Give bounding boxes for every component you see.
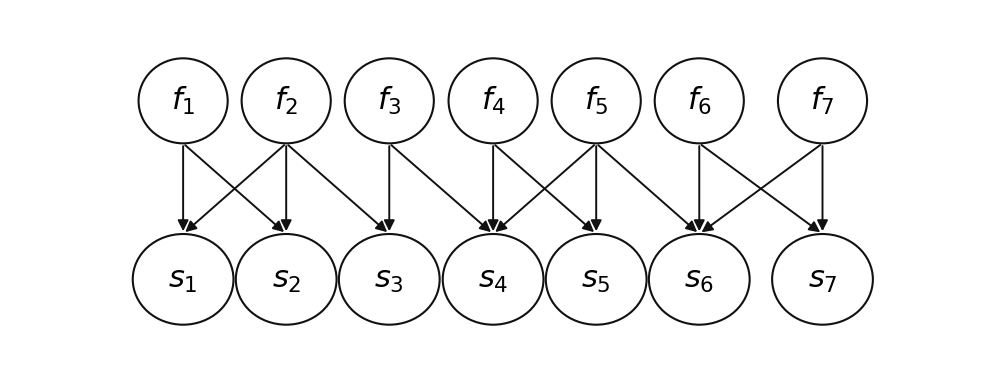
Ellipse shape — [236, 234, 337, 325]
Ellipse shape — [242, 58, 331, 144]
Text: $s_7$: $s_7$ — [808, 264, 837, 295]
Ellipse shape — [552, 58, 641, 144]
Ellipse shape — [339, 234, 440, 325]
Text: $f_4$: $f_4$ — [481, 85, 506, 117]
Text: $s_2$: $s_2$ — [272, 264, 301, 295]
Text: $f_7$: $f_7$ — [810, 85, 835, 117]
Text: $s_1$: $s_1$ — [168, 264, 198, 295]
Ellipse shape — [345, 58, 434, 144]
Text: $s_4$: $s_4$ — [478, 264, 508, 295]
Ellipse shape — [449, 58, 538, 144]
Text: $f_2$: $f_2$ — [274, 85, 298, 117]
Ellipse shape — [778, 58, 867, 144]
Text: $f_5$: $f_5$ — [584, 85, 608, 117]
Ellipse shape — [139, 58, 228, 144]
Text: $s_6$: $s_6$ — [684, 264, 714, 295]
Ellipse shape — [546, 234, 647, 325]
Text: $s_3$: $s_3$ — [374, 264, 404, 295]
Text: $f_1$: $f_1$ — [171, 85, 195, 117]
Text: $s_5$: $s_5$ — [581, 264, 611, 295]
Text: $f_6$: $f_6$ — [687, 85, 712, 117]
Ellipse shape — [772, 234, 873, 325]
Ellipse shape — [133, 234, 234, 325]
Ellipse shape — [649, 234, 750, 325]
Ellipse shape — [655, 58, 744, 144]
Ellipse shape — [443, 234, 544, 325]
Text: $f_3$: $f_3$ — [377, 85, 402, 117]
